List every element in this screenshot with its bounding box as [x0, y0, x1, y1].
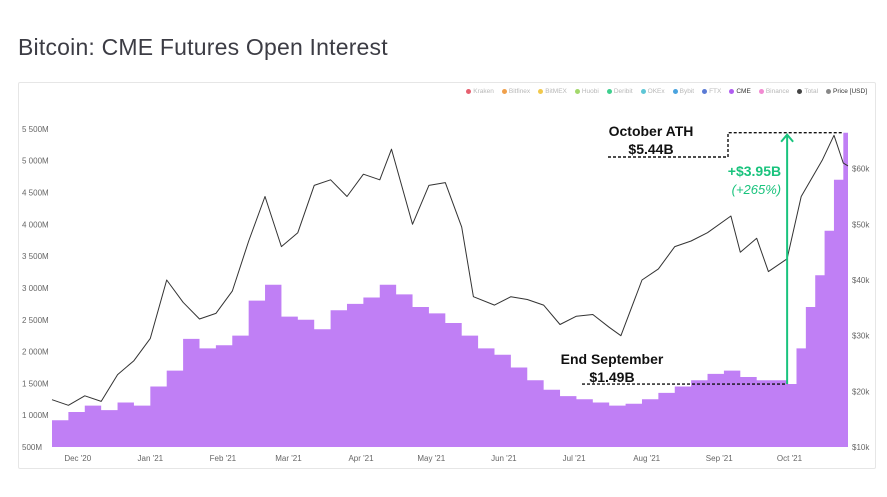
cme-area	[52, 132, 848, 447]
y-right-tick-label: $60k	[852, 165, 870, 174]
legend-dot-icon	[466, 89, 472, 94]
legend-dot-icon	[606, 89, 612, 94]
legend-item-huobi[interactable]: Huobi	[574, 88, 599, 95]
x-tick-label: Jul '21	[563, 454, 586, 463]
legend-item-deribit[interactable]: Deribit	[606, 88, 633, 95]
legend-dot-icon	[640, 89, 646, 94]
legend-label: Bitfinex	[508, 88, 531, 95]
y-left-tick-label: 2 500M	[22, 316, 49, 325]
y-right-tick-label: $50k	[852, 220, 870, 229]
legend-dot-icon	[501, 89, 507, 94]
y-left-tick-label: 5 000M	[22, 157, 49, 166]
y-right-tick-label: $30k	[852, 332, 870, 341]
x-tick-label: Mar '21	[275, 454, 302, 463]
y-left-tick-label: 4 500M	[22, 189, 49, 198]
x-tick-label: May '21	[417, 454, 445, 463]
legend-item-bybit[interactable]: Bybit	[672, 88, 695, 95]
legend-dot-icon	[672, 89, 678, 94]
legend-dot-icon	[702, 89, 708, 94]
legend-label: Bybit	[679, 88, 695, 95]
legend-label: Price [USD]	[833, 88, 867, 95]
legend-item-bitmex[interactable]: BitMEX	[538, 88, 567, 95]
legend-label: FTX	[709, 88, 722, 95]
legend-item-kraken[interactable]: Kraken	[466, 88, 494, 95]
y-left-tick-label: 5 500M	[22, 125, 49, 134]
ath-label: October ATH	[609, 123, 694, 139]
increase-arrowhead-icon	[780, 133, 794, 143]
y-left-tick-label: 1 000M	[22, 411, 49, 420]
y-left-tick-label: 2 000M	[22, 348, 49, 357]
x-tick-label: Jan '21	[138, 454, 164, 463]
y-left-tick-label: 3 500M	[22, 252, 49, 261]
legend-item-binance[interactable]: Binance	[758, 88, 790, 95]
legend-dot-icon	[729, 89, 735, 94]
x-tick-label: Sep '21	[706, 454, 733, 463]
legend-dot-icon	[797, 89, 803, 94]
x-tick-label: Jun '21	[491, 454, 517, 463]
legend-label: Total	[804, 88, 819, 95]
legend-item-cme[interactable]: CME	[729, 88, 751, 95]
legend-label: Deribit	[613, 88, 633, 95]
y-left-tick-label: 500M	[22, 443, 42, 452]
page-title: Bitcoin: CME Futures Open Interest	[18, 34, 388, 60]
legend-label: OKEx	[647, 88, 665, 95]
legend-item-okex[interactable]: OKEx	[640, 88, 665, 95]
y-left-tick-label: 1 500M	[22, 379, 49, 388]
end-september-label: End September	[561, 351, 664, 367]
chart-legend: Kraken Bitfinex BitMEX Huobi Deribit OKEx Bybi…	[466, 88, 867, 95]
x-tick-label: Dec '20	[64, 454, 91, 463]
x-tick-label: Feb '21	[210, 454, 237, 463]
x-tick-label: Apr '21	[348, 454, 374, 463]
legend-label: CME	[736, 88, 751, 95]
legend-dot-icon	[538, 89, 544, 94]
ath-value: $5.44B	[628, 141, 673, 157]
legend-label: Kraken	[473, 88, 494, 95]
price-line	[51, 134, 849, 406]
y-right-tick-label: $10k	[852, 443, 870, 452]
increase-label: +$3.95B	[728, 163, 781, 179]
increase-percent-label: (+265%)	[732, 182, 782, 197]
y-right-tick-label: $40k	[852, 276, 870, 285]
ath-dashed-line	[608, 132, 844, 158]
legend-label: Huobi	[581, 88, 599, 95]
legend-dot-icon	[574, 89, 580, 94]
legend-label: BitMEX	[545, 88, 567, 95]
legend-item-ftx[interactable]: FTX	[702, 88, 721, 95]
legend-label: Binance	[765, 88, 790, 95]
y-left-tick-label: 4 000M	[22, 220, 49, 229]
legend-item-bitfinex[interactable]: Bitfinex	[501, 88, 531, 95]
legend-dot-icon	[826, 89, 832, 94]
y-left-tick-label: 3 000M	[22, 284, 49, 293]
x-tick-label: Aug '21	[633, 454, 660, 463]
x-tick-label: Oct '21	[777, 454, 803, 463]
legend-item-total[interactable]: Total	[797, 88, 818, 95]
legend-dot-icon	[758, 89, 764, 94]
y-right-tick-label: $20k	[852, 387, 870, 396]
end-september-value: $1.49B	[589, 369, 634, 385]
legend-item-price-usd[interactable]: Price [USD]	[826, 88, 867, 95]
